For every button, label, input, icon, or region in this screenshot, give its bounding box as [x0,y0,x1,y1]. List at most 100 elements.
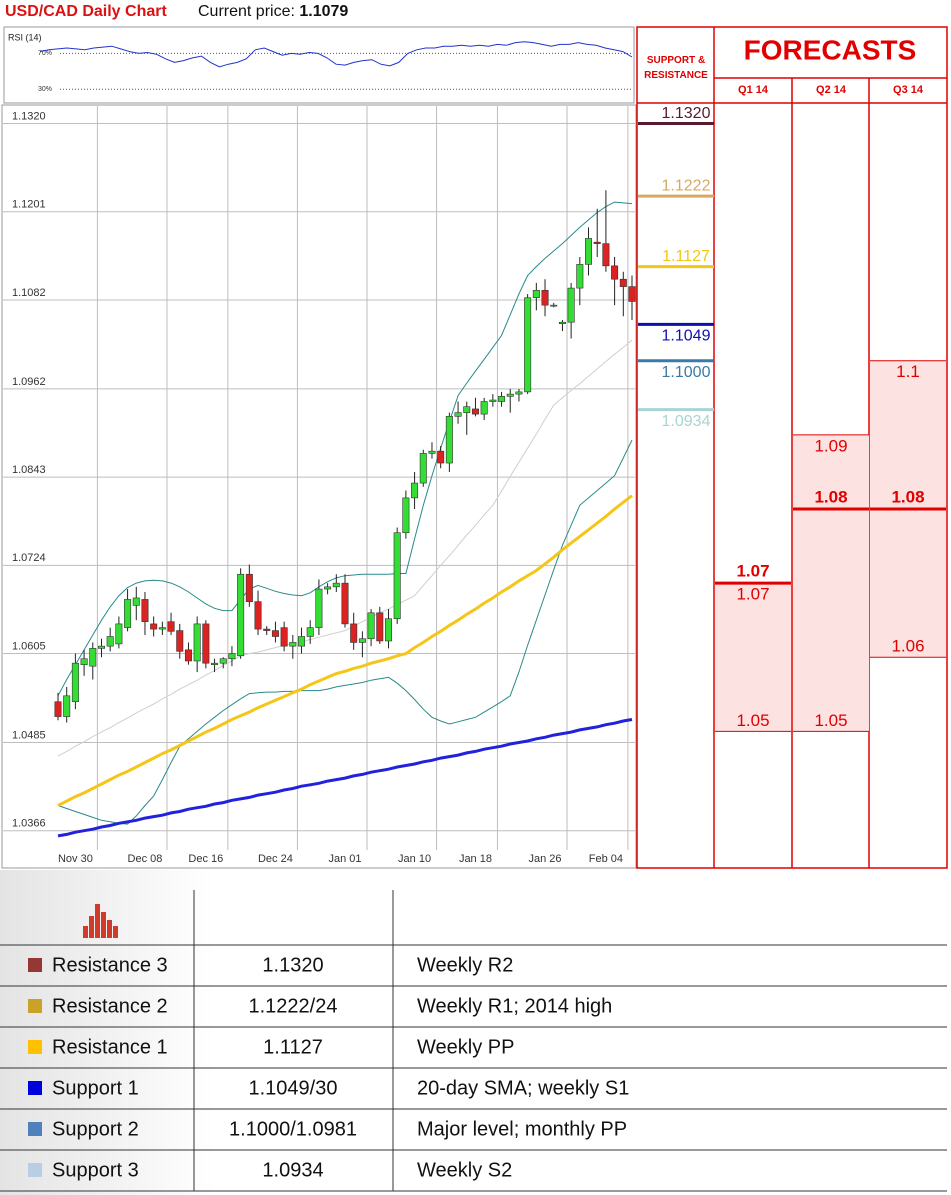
x-tick-label: Dec 16 [188,853,223,865]
row-name: Support 1 [52,1077,139,1099]
row-swatch [28,999,42,1013]
candle-body [463,406,471,413]
candle-body [567,287,575,323]
candle-body [350,623,358,643]
candle-body [532,290,540,299]
current-price: Current price: 1.1079 [198,3,348,20]
candle-body [71,662,79,703]
row-note: 20-day SMA; weekly S1 [417,1077,629,1099]
rsi-frame [3,26,635,104]
candle-body [289,642,297,647]
range-high-label: 1.09 [814,436,847,455]
candle-body [254,601,262,630]
quarter-label: Q3 14 [893,84,924,96]
candle-body [280,627,288,647]
row-swatch [28,1122,42,1136]
y-tick-label: 1.1320 [12,110,46,122]
candle-body [480,401,488,415]
level-label: 1.1320 [662,105,711,122]
candle-body [184,649,192,662]
row-note: Weekly R1; 2014 high [417,995,612,1017]
range-low-label: 1.05 [736,711,769,730]
candle-body [324,586,332,590]
x-tick-label: Jan 26 [529,853,562,865]
candle-body [437,450,445,464]
candle-body [263,628,271,631]
candle-body [132,597,140,606]
rsi-tick-label: 70% [38,50,52,57]
forecast-label: 1.08 [814,487,847,506]
candle-body [158,627,166,630]
candle-body [358,638,366,643]
x-tick-label: Jan 18 [459,853,492,865]
candle-body [428,450,436,454]
row-swatch [28,1081,42,1095]
level-label: 1.1127 [662,248,710,265]
candle-body [80,658,88,665]
y-tick-label: 1.1201 [12,199,46,211]
level-label: 1.1049 [662,328,711,345]
range-high-label: 1.07 [736,585,769,604]
row-level: 1.1049/30 [249,1077,338,1099]
candle-body [228,653,236,660]
row-name: Resistance 3 [52,954,168,976]
candle-body [585,238,593,265]
range-low-label: 1.06 [891,637,924,656]
candle-body [89,648,97,667]
candle-body [176,630,184,652]
candle-body [332,582,340,588]
chart-frame [1,104,637,869]
forecast-range [793,434,869,732]
candle-body [576,264,584,289]
level-label: 1.1222 [662,177,711,194]
candle-body [341,582,349,625]
candle-body [97,645,105,649]
candle-body [150,623,158,630]
candle-body [611,265,619,280]
candle-body [489,399,497,402]
candle-body [315,588,323,628]
candle-body [402,497,410,534]
candle-body [298,636,306,647]
row-name: Support 3 [52,1159,139,1181]
candle-body [498,396,506,402]
candle-body [506,393,514,397]
row-level: 1.1320 [262,954,323,976]
candle-body [367,612,375,640]
y-tick-label: 1.0605 [12,640,46,652]
current-price-value: 1.1079 [299,3,348,20]
sr-title: SUPPORT & RESISTANCE [644,55,708,81]
row-name: Resistance 1 [52,1036,168,1058]
table-icon [83,904,118,938]
candle-body [211,662,219,665]
candle-body [550,304,558,307]
row-level: 1.1127 [263,1036,323,1058]
row-note: Weekly S2 [417,1159,512,1181]
overlay-line [57,439,633,825]
row-note: Weekly R2 [417,954,513,976]
row-note: Major level; monthly PP [417,1118,627,1140]
candle-body [558,321,566,324]
y-tick-label: 1.1082 [12,287,46,299]
range-low-label: 1.05 [814,711,847,730]
candle-body [411,482,419,499]
candle-body [454,412,462,417]
row-swatch [28,1163,42,1177]
x-tick-label: Dec 24 [258,853,293,865]
candle-body [619,278,627,287]
x-tick-label: Nov 30 [58,853,93,865]
row-name: Resistance 2 [52,995,168,1017]
candle-body [393,532,401,620]
rsi-tick-label: 30% [38,86,52,93]
x-tick-label: Feb 04 [589,853,623,865]
range-high-label: 1.1 [896,362,920,381]
current-price-label: Current price: [198,3,295,20]
candle-body [219,658,227,664]
chart-title: USD/CAD Daily Chart [5,3,167,20]
candle-body [593,241,601,244]
candle-body [445,416,453,464]
y-tick-label: 1.0366 [12,818,46,830]
x-tick-label: Jan 01 [328,853,361,865]
candle-body [115,623,123,645]
